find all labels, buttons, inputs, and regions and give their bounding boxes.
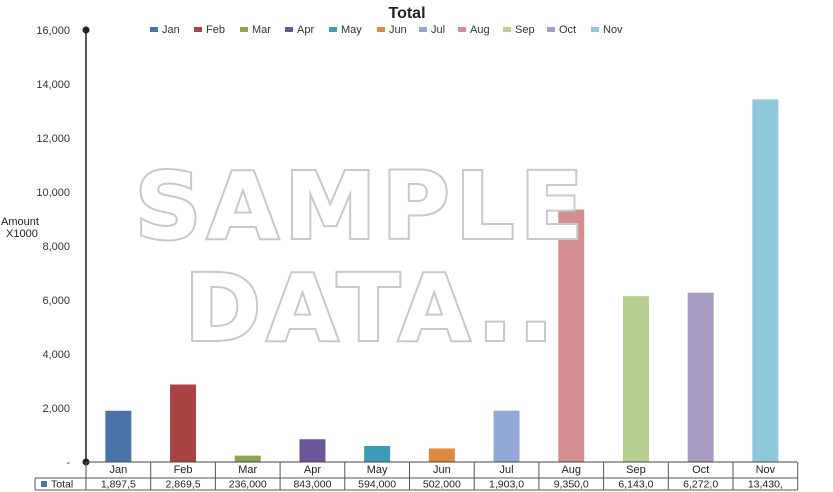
legend-swatch-jan [150,27,158,32]
bar-aug [558,209,585,462]
bar-apr [299,439,326,462]
x-tick-label: May [367,464,388,476]
table-value: 236,000 [229,479,267,491]
table-value: 843,000 [293,479,331,491]
y-tick-label: 4,000 [42,349,70,361]
y-tick-label: 6,000 [42,295,70,307]
bar-feb [170,384,197,462]
x-tick-label: Feb [174,464,193,476]
legend-swatch-nov [591,27,599,32]
legend-label: Feb [206,24,225,36]
legend-swatch-aug [458,27,466,32]
legend-label: May [341,24,362,36]
y-axis-label-line-2: X1000 [6,228,38,240]
watermark-line-1: SAMPLE [135,153,589,260]
bar-jul [493,410,520,462]
x-tick-label: Apr [304,464,321,476]
bar-oct [687,292,714,462]
x-tick-label: Mar [238,464,257,476]
x-tick-label: Jul [500,464,514,476]
x-tick-label: Nov [756,464,776,476]
legend-label: Mar [252,24,271,36]
y-tick-label: 2,000 [42,403,70,415]
y-tick-label: - [66,457,70,469]
legend-swatch-mar [240,27,248,32]
y-tick-label: 10,000 [36,187,70,199]
x-tick-label: Jan [109,464,127,476]
legend-label: Oct [559,24,576,36]
y-axis-top-marker [82,26,90,34]
bars [105,99,779,462]
table-value: 13,430, [748,479,783,491]
bar-sep [622,296,649,462]
bar-jan [105,410,132,462]
table-row-label: Total [51,479,73,491]
y-axis-label: Amount X1000 [1,216,39,240]
axes [82,26,797,466]
legend-swatch-apr [285,27,293,32]
table-value: 2,869,5 [166,479,201,491]
legend-swatch-oct [547,27,555,32]
table-value: 1,897,5 [101,479,136,491]
bar-nov [752,99,779,462]
legend-label: Jan [162,24,180,36]
legend-label: Apr [297,24,314,36]
y-tick-label: 14,000 [36,79,70,91]
watermark-line-2: DATA.. [185,255,560,362]
y-axis-label-line-1: Amount [1,216,39,228]
x-tick-label: Oct [692,464,709,476]
legend-label: Jul [431,24,445,36]
table-value: 6,143,0 [618,479,653,491]
legend-label: Nov [603,24,623,36]
legend-label: Aug [470,24,490,36]
legend-swatch-sep [503,27,511,32]
bar-mar [234,455,261,462]
y-axis-ticks: - 2,000 4,000 6,000 8,000 10,000 12,000 14,000 1… [36,25,70,469]
table-value: 594,000 [358,479,396,491]
x-tick-label: Aug [561,464,581,476]
legend-swatch-may [329,27,337,32]
data-table: Jan 1,897,5 Feb 2,869,5 Mar 236,000 Apr 843,000… [34,462,799,491]
legend: Jan Feb Mar Apr May Jun Jul Aug Sep Oct Nov [150,24,623,36]
legend-label: Sep [515,24,535,36]
legend-swatch-feb [194,27,202,32]
bar-may [364,445,391,462]
x-tick-label: Jun [433,464,451,476]
x-tick-label: Sep [626,464,646,476]
y-tick-label: 8,000 [42,241,70,253]
y-tick-label: 16,000 [36,25,70,37]
legend-label: Jun [389,24,407,36]
chart-title: Total [388,5,425,22]
table-value: 1,903,0 [489,479,524,491]
table-legend-key [41,481,47,487]
bar-jun [428,448,455,462]
table-value: 9,350,0 [554,479,589,491]
table-value: 6,272,0 [683,479,718,491]
legend-swatch-jun [377,27,385,32]
table-value: 502,000 [423,479,461,491]
legend-swatch-jul [419,27,427,32]
y-tick-label: 12,000 [36,133,70,145]
